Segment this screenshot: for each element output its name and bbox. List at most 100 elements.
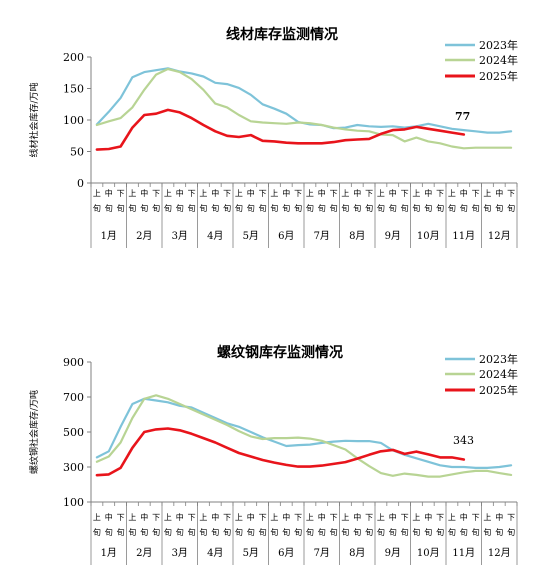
month-label: 11月 (452, 547, 475, 559)
x-tick-label-bottom: 旬 (140, 527, 148, 537)
x-tick-label-bottom: 旬 (306, 527, 314, 537)
month-label: 5月 (243, 547, 259, 559)
month-label: 3月 (172, 547, 188, 559)
x-tick-label-bottom: 旬 (495, 203, 503, 213)
x-tick-label-bottom: 旬 (460, 203, 468, 213)
y-tick-label: 100 (63, 114, 84, 127)
x-tick-label-bottom: 旬 (117, 203, 125, 213)
x-tick-label-top: 中 (176, 188, 184, 198)
x-tick-label-top: 下 (365, 189, 373, 198)
x-tick-label-top: 下 (401, 513, 409, 522)
x-tick-label-top: 中 (353, 512, 361, 522)
x-tick-label-bottom: 旬 (259, 203, 267, 213)
x-tick-label-top: 上 (306, 189, 314, 198)
y-tick-label: 300 (63, 461, 84, 474)
month-label: 4月 (207, 547, 223, 559)
month-label: 11月 (452, 230, 475, 242)
x-tick-label-top: 中 (424, 512, 432, 522)
x-tick-label-top: 上 (235, 513, 243, 522)
x-tick-label-bottom: 旬 (401, 203, 409, 213)
x-tick-label-top: 中 (211, 188, 219, 198)
x-tick-label-top: 下 (436, 513, 444, 522)
series-line-2024年 (95, 394, 513, 478)
x-tick-label-top: 下 (188, 189, 196, 198)
x-tick-label-bottom: 旬 (199, 527, 207, 537)
x-tick-label-bottom: 旬 (483, 527, 491, 537)
x-tick-label-bottom: 旬 (294, 203, 302, 213)
x-tick-label-bottom: 旬 (377, 203, 385, 213)
x-tick-label-top: 下 (117, 189, 125, 198)
x-tick-label-bottom: 旬 (436, 203, 444, 213)
x-tick-label-bottom: 旬 (164, 527, 172, 537)
x-tick-label-bottom: 旬 (152, 203, 160, 213)
x-tick-label-top: 下 (401, 189, 409, 198)
x-tick-label-top: 上 (448, 189, 456, 198)
x-tick-label-top: 下 (223, 513, 231, 522)
x-tick-label-top: 下 (294, 513, 302, 522)
month-label: 4月 (207, 230, 223, 242)
y-tick-label: 200 (63, 51, 84, 64)
x-tick-label-top: 上 (306, 513, 314, 522)
x-tick-label-top: 下 (223, 189, 231, 198)
x-tick-label-bottom: 旬 (235, 203, 243, 213)
x-tick-label-bottom: 旬 (341, 527, 349, 537)
x-tick-label-top: 上 (412, 513, 420, 522)
y-axis-label: 螺纹钢社会库存/万吨 (28, 390, 40, 474)
x-tick-label-top: 上 (483, 513, 491, 522)
series-line-2023年 (95, 397, 513, 469)
x-tick-label-bottom: 旬 (507, 203, 515, 213)
legend-label: 2024年 (479, 53, 518, 67)
x-tick-label-bottom: 旬 (318, 203, 326, 213)
y-tick-label: 50 (70, 146, 84, 159)
x-tick-label-bottom: 旬 (483, 203, 491, 213)
x-tick-label-bottom: 旬 (199, 203, 207, 213)
x-tick-label-bottom: 旬 (93, 527, 101, 537)
x-tick-label-bottom: 旬 (412, 527, 420, 537)
month-label: 2月 (136, 230, 152, 242)
x-tick-label-bottom: 旬 (448, 203, 456, 213)
x-tick-label-bottom: 旬 (330, 203, 338, 213)
x-tick-label-bottom: 旬 (401, 527, 409, 537)
x-tick-label-top: 下 (188, 513, 196, 522)
legend-label: 2025年 (479, 69, 518, 83)
x-tick-label-top: 中 (389, 188, 397, 198)
x-tick-label-bottom: 旬 (365, 527, 373, 537)
x-tick-label-bottom: 旬 (93, 203, 101, 213)
x-tick-label-top: 中 (318, 188, 326, 198)
month-label: 8月 (349, 230, 365, 242)
x-tick-label-top: 上 (341, 189, 349, 198)
x-tick-label-top: 上 (412, 189, 420, 198)
x-tick-label-top: 中 (460, 188, 468, 198)
x-tick-label-bottom: 旬 (105, 527, 113, 537)
chart-title: 螺纹钢库存监测情况 (217, 344, 343, 361)
x-tick-label-top: 上 (164, 513, 172, 522)
x-tick-label-top: 下 (152, 513, 160, 522)
x-tick-label-bottom: 旬 (247, 527, 255, 537)
x-tick-label-bottom: 旬 (341, 203, 349, 213)
x-tick-label-bottom: 旬 (282, 203, 290, 213)
x-tick-label-bottom: 旬 (353, 527, 361, 537)
month-label: 1月 (101, 547, 117, 559)
x-tick-label-bottom: 旬 (424, 203, 432, 213)
x-tick-label-bottom: 旬 (507, 527, 515, 537)
x-tick-label-bottom: 旬 (282, 527, 290, 537)
chart-1: 线材库存监测情况线材社会库存/万吨050100150200上旬中旬下旬上旬中旬下… (28, 26, 518, 248)
series-line-2025年 (95, 108, 466, 151)
x-tick-label-top: 中 (389, 512, 397, 522)
x-tick-label-bottom: 旬 (164, 203, 172, 213)
month-label: 9月 (385, 547, 401, 559)
legend-label: 2024年 (479, 367, 518, 381)
y-tick-label: 100 (63, 496, 84, 509)
x-tick-label-top: 中 (460, 512, 468, 522)
x-tick-label-bottom: 旬 (365, 203, 373, 213)
x-tick-label-top: 下 (152, 189, 160, 198)
month-label: 7月 (314, 230, 330, 242)
x-tick-label-bottom: 旬 (495, 527, 503, 537)
month-label: 8月 (349, 547, 365, 559)
x-tick-label-bottom: 旬 (318, 527, 326, 537)
x-tick-label-top: 上 (448, 513, 456, 522)
x-tick-label-bottom: 旬 (211, 527, 219, 537)
x-tick-label-top: 中 (211, 512, 219, 522)
data-label-latest: 77 (455, 110, 470, 123)
